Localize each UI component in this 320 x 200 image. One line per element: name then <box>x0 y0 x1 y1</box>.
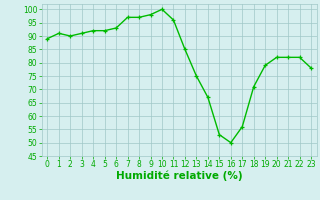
X-axis label: Humidité relative (%): Humidité relative (%) <box>116 171 243 181</box>
